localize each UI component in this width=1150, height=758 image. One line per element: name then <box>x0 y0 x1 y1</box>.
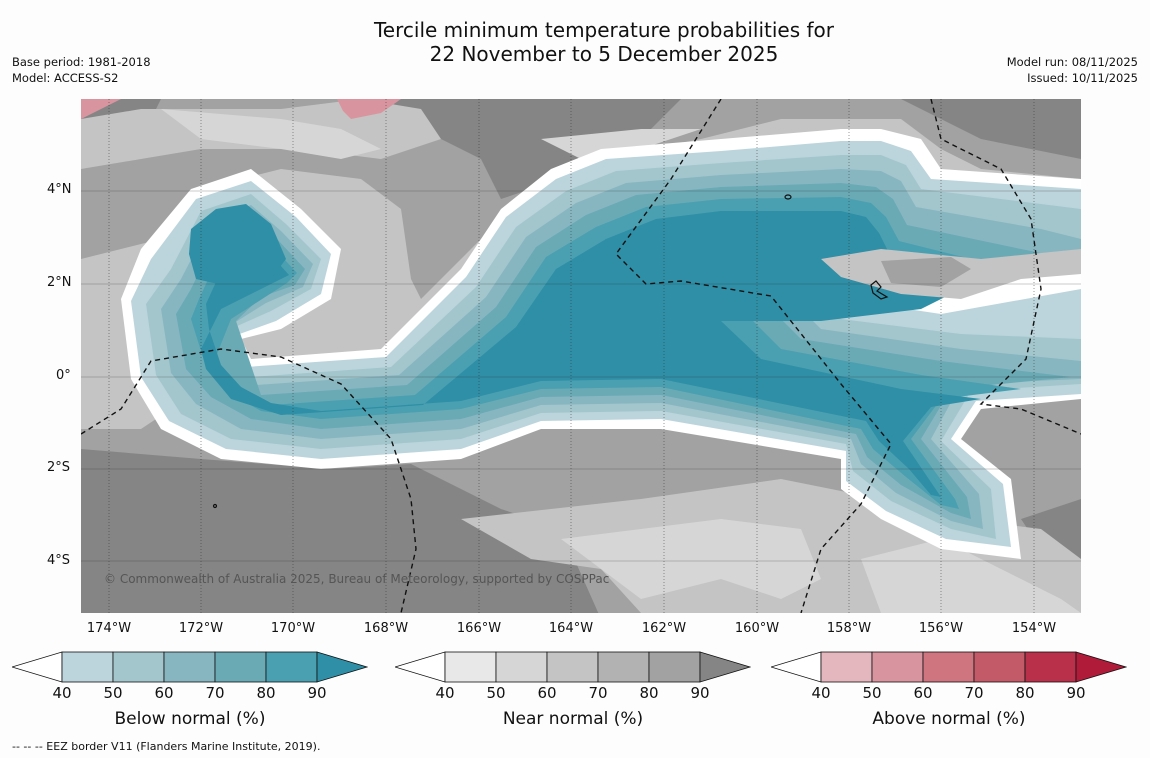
near-tick-50: 50 <box>486 684 506 702</box>
near-normal-lightest-south <box>561 519 1081 613</box>
lon-label-166w: 166°W <box>456 621 502 636</box>
colorbar-near-normal-swatches <box>395 651 751 683</box>
copyright-credit: © Commonwealth of Australia 2025, Bureau… <box>104 572 610 586</box>
colorbar-near-normal-swatch-6 <box>699 651 751 683</box>
lon-label-168w: 168°W <box>363 621 409 636</box>
colorbar-below-normal-swatch-5 <box>265 651 318 683</box>
map-title: Tercile minimum temperature probabilitie… <box>0 18 1150 66</box>
model-run: Model run: 08/11/2025 <box>1006 55 1138 69</box>
lat-label-2n: 2°N <box>47 275 72 290</box>
lat-gridlines <box>81 190 1081 562</box>
near-normal-east-island-inner <box>881 257 971 287</box>
above-tick-70: 70 <box>964 684 984 702</box>
lat-label-4s: 4°S <box>47 553 71 568</box>
colorbar-above-normal-swatch-4 <box>973 651 1026 683</box>
colorbar-near-normal <box>395 651 751 683</box>
lon-label-162w: 162°W <box>641 621 687 636</box>
above-normal-patch-2 <box>337 99 401 119</box>
colorbar-near-normal-swatch-5 <box>648 651 701 683</box>
near-normal-high-south <box>81 449 599 613</box>
below-normal-90-west <box>189 204 286 287</box>
lon-label-172w: 172°W <box>178 621 224 636</box>
colorbar-above-normal-swatch-1 <box>820 651 873 683</box>
above-tick-80: 80 <box>1015 684 1035 702</box>
colorbar-below-normal-swatches <box>12 651 368 683</box>
above-normal-patch-1 <box>81 99 121 119</box>
colorbar-near-normal-swatch-1 <box>444 651 497 683</box>
colorbar-near-normal-swatch-3 <box>546 651 599 683</box>
lon-label-158w: 158°W <box>826 621 872 636</box>
near-tick-60: 60 <box>537 684 557 702</box>
colorbar-below-normal <box>12 651 368 683</box>
below-tick-40: 40 <box>52 684 72 702</box>
lon-label-156w: 156°W <box>918 621 964 636</box>
colorbar-below-normal-swatch-2 <box>112 651 165 683</box>
eez-legend-note: -- -- -- EEZ border V11 (Flanders Marine… <box>12 740 321 753</box>
run-info: Model run: 08/11/2025 Issued: 10/11/2025 <box>1007 54 1138 86</box>
near-normal-high-east <box>1021 499 1081 559</box>
colorbar-below-normal-swatch-3 <box>163 651 216 683</box>
eez-borders <box>81 99 1081 613</box>
above-tick-50: 50 <box>862 684 882 702</box>
islands <box>212 194 889 509</box>
colorbar-below-normal-swatch-1 <box>61 651 114 683</box>
colorbar-near-normal-swatch-4 <box>597 651 650 683</box>
lon-label-154w: 154°W <box>1011 621 1057 636</box>
colorbar-above-normal <box>771 651 1127 683</box>
base-period: Base period: 1981-2018 <box>12 55 151 69</box>
colorbar-above-normal-swatch-3 <box>922 651 975 683</box>
lon-label-164w: 164°W <box>548 621 594 636</box>
model-name: Model: ACCESS-S2 <box>12 71 119 85</box>
colorbar-above-normal-title: Above normal (%) <box>872 709 1026 729</box>
colorbar-above-normal-swatch-6 <box>1075 651 1127 683</box>
near-normal-lightest-north <box>161 109 701 159</box>
lon-label-174w: 174°W <box>86 621 132 636</box>
near-tick-80: 80 <box>639 684 659 702</box>
below-tick-60: 60 <box>154 684 174 702</box>
below-normal-90 <box>201 211 981 497</box>
title-line-2: 22 November to 5 December 2025 <box>429 42 779 66</box>
below-tick-90: 90 <box>307 684 327 702</box>
probability-map <box>81 99 1081 613</box>
lat-label-2s: 2°S <box>47 460 71 475</box>
colorbar-below-normal-swatch-4 <box>214 651 267 683</box>
near-tick-90: 90 <box>690 684 710 702</box>
colorbar-below-normal-swatch-6 <box>316 651 368 683</box>
colorbar-near-normal-swatch-2 <box>495 651 548 683</box>
colorbar-below-normal-title: Below normal (%) <box>114 709 266 729</box>
colorbar-above-normal-swatch-2 <box>871 651 924 683</box>
above-tick-60: 60 <box>913 684 933 702</box>
colorbar-above-normal-swatch-0 <box>771 651 822 683</box>
near-tick-40: 40 <box>435 684 455 702</box>
lon-label-160w: 160°W <box>734 621 780 636</box>
colorbar-near-normal-swatch-0 <box>395 651 446 683</box>
above-tick-90: 90 <box>1066 684 1086 702</box>
lat-label-0: 0° <box>56 368 71 383</box>
above-tick-40: 40 <box>811 684 831 702</box>
title-line-1: Tercile minimum temperature probabilitie… <box>373 18 835 42</box>
colorbar-above-normal-swatches <box>771 651 1127 683</box>
model-info: Base period: 1981-2018 Model: ACCESS-S2 <box>12 54 151 86</box>
near-tick-70: 70 <box>588 684 608 702</box>
lat-label-4n: 4°N <box>47 182 72 197</box>
below-tick-70: 70 <box>205 684 225 702</box>
issued-date: Issued: 10/11/2025 <box>1027 71 1138 85</box>
colorbar-above-normal-swatch-5 <box>1024 651 1077 683</box>
colorbar-below-normal-swatch-0 <box>12 651 63 683</box>
below-tick-80: 80 <box>256 684 276 702</box>
near-normal-light-centre <box>81 119 1081 429</box>
below-tick-50: 50 <box>103 684 123 702</box>
lon-label-170w: 170°W <box>270 621 316 636</box>
colorbar-near-normal-title: Near normal (%) <box>502 709 644 729</box>
